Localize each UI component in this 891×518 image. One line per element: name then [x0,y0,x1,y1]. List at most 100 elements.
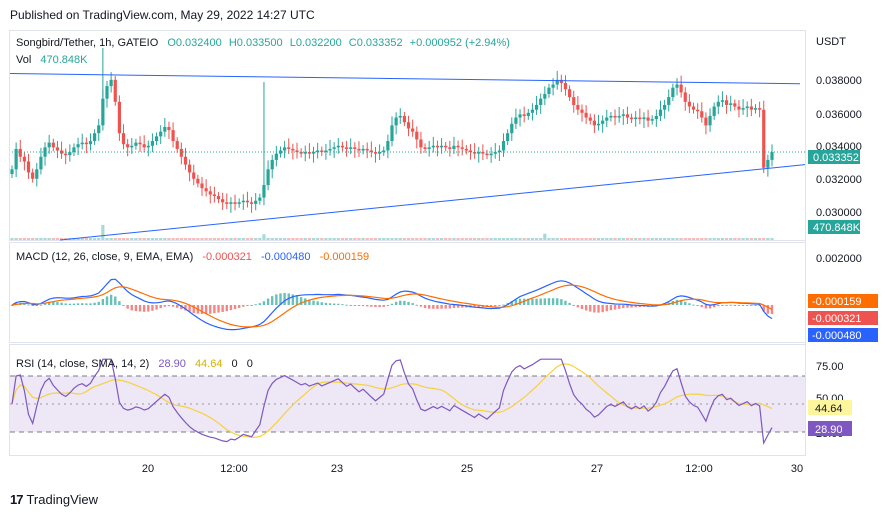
rsi-legend: RSI (14, close, SMA, 14, 2) 28.90 44.64 … [16,358,253,370]
volume-badge [808,220,860,234]
candle-body [642,117,646,120]
candle-body [580,109,584,113]
candle-body [287,147,291,149]
macd-histogram-bar [85,303,88,305]
candle-body [130,145,134,148]
volume-bar [563,238,568,240]
macd-histogram-bar [184,305,187,311]
volume-bar [658,238,663,240]
candle-body [568,89,572,98]
candle-body [712,106,716,116]
macd-histogram-bar [101,298,105,305]
volume-bar [10,238,14,240]
candle-body [675,84,679,88]
candle-body [638,117,642,120]
volume-bar [274,238,278,240]
candle-body [646,117,650,121]
volume-bar [394,238,398,240]
candle-body [18,148,22,157]
candle-body [175,141,179,149]
volume-bar [97,238,101,240]
macd-histogram-bar [564,300,567,305]
volume-bar [200,238,204,240]
time-tick: 20 [142,463,154,475]
candle-body [349,147,353,149]
volume-bar [344,238,349,240]
candle-body [229,202,233,204]
macd-histogram-bar [737,305,741,306]
volume-legend: Vol 470.848K [16,54,88,66]
candle-body [344,147,349,149]
price-legend: Songbird/Tether, 1h, GATEIO O0.032400 H0… [16,37,510,49]
volume-bar [324,238,328,240]
volume-bar [398,238,402,240]
volume-bar [208,238,212,240]
candle-body [584,112,588,118]
candle-body [237,202,241,204]
price-tick: 0.030000 [816,207,862,219]
macd-histogram-bar [81,303,84,305]
volume-bar [22,238,26,240]
macd-histogram-bar [213,305,216,314]
candle-body [741,108,745,110]
candle-body [629,117,634,120]
volume-bar [749,238,753,240]
price-tick: 0.032000 [816,174,862,186]
macd-histogram-bar [754,305,757,306]
macd-histogram-bar [142,305,146,312]
volume-bar [613,238,617,240]
candle-body [295,150,299,153]
candle-body [373,152,378,154]
macd-histogram-bar [419,305,423,307]
candle-body [192,172,196,179]
candle-body [390,125,394,142]
volume-bar [373,238,378,240]
volume-bar [51,238,55,240]
candle-body [121,133,126,145]
macd-histogram-bar [192,305,195,313]
volume-bar [175,238,179,240]
candle-body [762,109,766,168]
volume-bar [299,238,303,240]
volume-bar [766,238,770,240]
candle-body [448,147,452,149]
candle-body [572,97,576,105]
macd-histogram-bar [576,305,580,308]
volume-bar [551,238,555,240]
macd-histogram-bar [93,302,96,305]
candle-body [658,109,663,116]
rsi-ma-badge [808,400,852,415]
volume-bar [287,238,291,240]
candle-body [716,101,720,107]
macd-histogram-bar [510,301,513,305]
volume-bar [464,238,468,240]
macd-histogram-bar [130,305,133,311]
candle-body [26,161,31,173]
candle-body [691,106,696,110]
macd-histogram-bar [407,301,410,305]
tradingview-footer[interactable]: 17 TradingView [10,492,98,507]
candle-body [559,79,563,83]
volume-badge-label: 470.848K [813,222,861,234]
volume-bar [245,238,250,240]
candle-body [419,139,423,148]
candle-body [555,79,559,85]
candle-body [547,87,551,94]
macd-histogram-bar [47,301,51,305]
volume-bar [142,238,146,240]
signal-line [11,284,773,328]
time-tick: 27 [591,463,603,475]
signal-badge-label: -0.000159 [812,296,862,308]
macd-histogram-bar [308,299,311,305]
volume-bar [435,238,440,240]
candle-body [663,104,667,110]
macd-histogram-bar [138,305,142,312]
candle-body [262,185,266,198]
candle-body [518,114,522,118]
volume-bar [295,238,299,240]
candle-body [320,150,324,153]
macd-histogram-bar [700,305,703,308]
volume-bar [629,238,634,240]
volume-bar [204,238,208,240]
